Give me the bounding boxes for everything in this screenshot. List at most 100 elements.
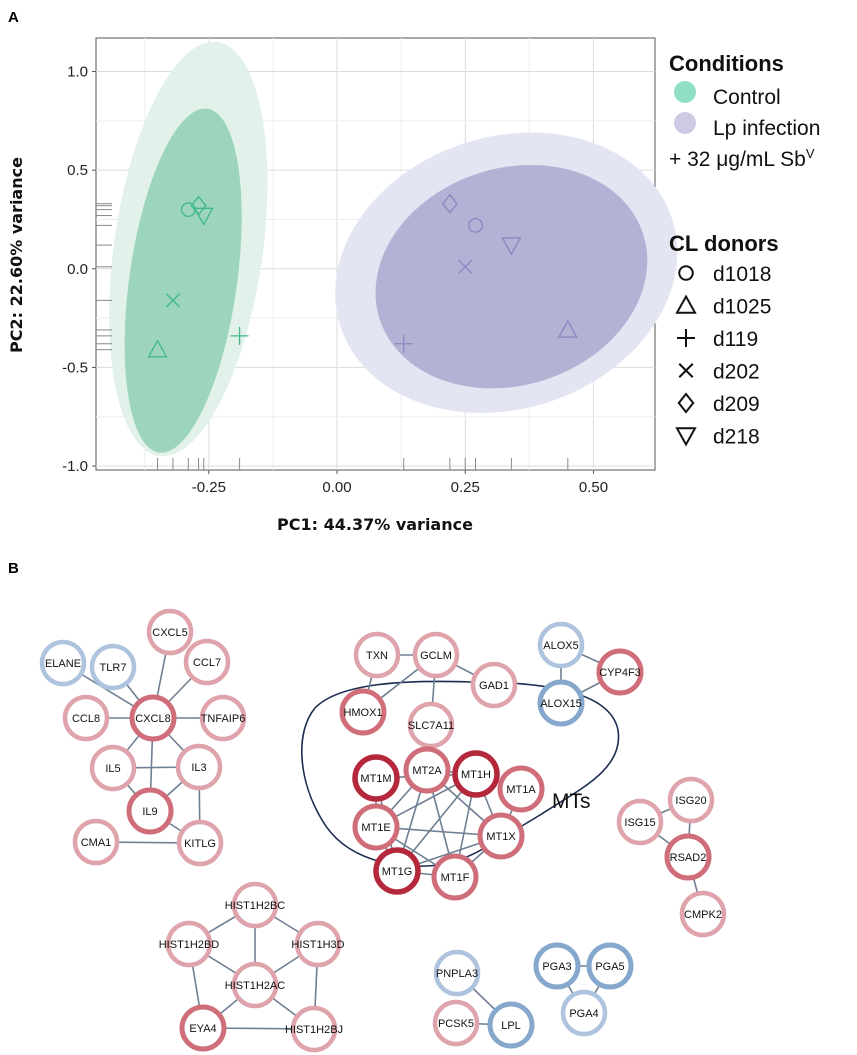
gene-node-label: HIST1H2AC — [225, 980, 286, 992]
gene-node-label: LPL — [501, 1020, 521, 1032]
gene-node-ring — [339, 688, 387, 736]
legend-donors-title: CL donors — [669, 231, 779, 256]
gene-node: ISG15 — [616, 798, 664, 846]
gene-node: PNPLA3 — [433, 949, 481, 997]
gene-node: MT1H — [452, 750, 500, 798]
legend-donor-list: d1018 d1025 d119 d202 d209 d218 — [675, 263, 771, 449]
gene-node: HIST1H2BD — [159, 920, 219, 968]
gene-node-label: GAD1 — [479, 680, 509, 692]
gene-node: TNFAIP6 — [199, 694, 247, 742]
panel-b-label: B — [8, 560, 19, 577]
gene-node-ring — [487, 1001, 535, 1049]
pca-plot: -0.25 0.00 0.25 0.50 1.0 0.5 0.0 -0.5 -1.0 — [62, 37, 678, 496]
gene-node-label: IL5 — [105, 763, 120, 775]
gene-node-ring — [352, 803, 400, 851]
gene-node-ring — [175, 743, 223, 791]
gene-node-ring — [373, 847, 421, 895]
gene-node-label: RSAD2 — [670, 852, 707, 864]
gene-node: PGA5 — [586, 942, 634, 990]
gene-node: SLC7A11 — [407, 701, 455, 749]
gene-node-ring — [165, 920, 213, 968]
gene-node-ring — [586, 942, 634, 990]
gene-node-label: CCL7 — [193, 657, 221, 669]
gene-node-ring — [407, 701, 455, 749]
legend-donor-label: d218 — [713, 426, 760, 449]
legend-symbol-circle — [678, 265, 694, 281]
y-axis-title: PC2: 22.60% variance — [7, 157, 26, 353]
mt-cluster-label: MTs — [552, 790, 591, 813]
gene-node: CYP4F3 — [596, 648, 644, 696]
confidence-ellipse-inner — [375, 164, 648, 389]
gene-node-ring — [412, 631, 460, 679]
gene-node: IL3 — [175, 743, 223, 791]
gene-node-ring — [294, 920, 342, 968]
gene-node: MT1F — [431, 853, 479, 901]
legend-lp-label-1: Lp infection — [713, 117, 820, 140]
gene-node-ring — [126, 787, 174, 835]
x-tick-label: 0.00 — [322, 479, 351, 496]
gene-node-label: CMPK2 — [684, 909, 722, 921]
gene-node-ring — [176, 819, 224, 867]
gene-node-ring — [667, 776, 715, 824]
gene-node-label: SLC7A11 — [408, 720, 454, 732]
gene-node: CCL8 — [62, 694, 110, 742]
gene-node-label: IL3 — [191, 762, 206, 774]
gene-node-ring — [533, 942, 581, 990]
gene-node-label: CMA1 — [81, 837, 112, 849]
gene-node: PCSK5 — [432, 999, 480, 1047]
gene-node-label: PGA5 — [595, 961, 624, 973]
gene-node-ring — [560, 989, 608, 1037]
gene-node-ring — [231, 881, 279, 929]
gene-node: ALOX15 — [537, 679, 585, 727]
gene-node: IL5 — [89, 744, 137, 792]
gene-node-ring — [679, 890, 727, 938]
gene-node: MT1A — [497, 765, 545, 813]
gene-node: MT1G — [373, 847, 421, 895]
gene-node-label: ISG20 — [675, 795, 706, 807]
gene-node: ISG20 — [667, 776, 715, 824]
gene-node-label: HIST1H3D — [291, 939, 344, 951]
gene-node-ring — [452, 750, 500, 798]
legend-donor-label: d119 — [713, 328, 758, 351]
legend-control-label: Control — [713, 86, 781, 109]
legend-lp-swatch — [674, 112, 696, 134]
legend-symbol-diamond — [677, 392, 695, 414]
gene-node-ring — [596, 648, 644, 696]
gene-node-label: ALOX15 — [540, 698, 582, 710]
gene-node-ring — [616, 798, 664, 846]
gene-node: CMA1 — [72, 818, 120, 866]
gene-node-label: PNPLA3 — [436, 968, 478, 980]
gene-node: ALOX5 — [537, 621, 585, 669]
mt-cluster-outline — [301, 680, 620, 867]
gene-node: GAD1 — [470, 661, 518, 709]
gene-node-ring — [477, 812, 525, 860]
gene-node-label: IL9 — [142, 806, 157, 818]
gene-node-label: KITLG — [184, 838, 216, 850]
data-point-d209 — [441, 193, 458, 214]
y-tick-label: 0.5 — [67, 162, 88, 179]
rug-marks — [96, 203, 569, 470]
x-tick-label: 0.25 — [451, 479, 480, 496]
gene-node: MT1M — [352, 754, 400, 802]
gene-node-ring — [199, 694, 247, 742]
gene-node: GCLM — [412, 631, 460, 679]
x-tick-label: 0.50 — [579, 479, 608, 496]
gene-node-ring — [146, 608, 194, 656]
gene-node: MT2A — [403, 746, 451, 794]
gene-node-label: TLR7 — [100, 662, 127, 674]
gene-node: RSAD2 — [664, 833, 712, 881]
gene-node-label: ISG15 — [624, 817, 655, 829]
gene-node: PGA3 — [533, 942, 581, 990]
gene-node-label: MT2A — [412, 765, 442, 777]
data-point-d1025 — [557, 319, 578, 338]
data-point-d218 — [501, 237, 522, 256]
gene-node-label: PGA4 — [569, 1008, 598, 1020]
gene-node: CXCL5 — [146, 608, 194, 656]
legend-donor-label: d1018 — [713, 263, 771, 286]
gene-node-label: MT1E — [361, 822, 390, 834]
gene-node: HIST1H3D — [291, 920, 345, 968]
data-point-d202 — [458, 259, 473, 275]
gene-node: ELANE — [39, 639, 87, 687]
gene-node-ring — [403, 746, 451, 794]
gene-node-ring — [664, 833, 712, 881]
